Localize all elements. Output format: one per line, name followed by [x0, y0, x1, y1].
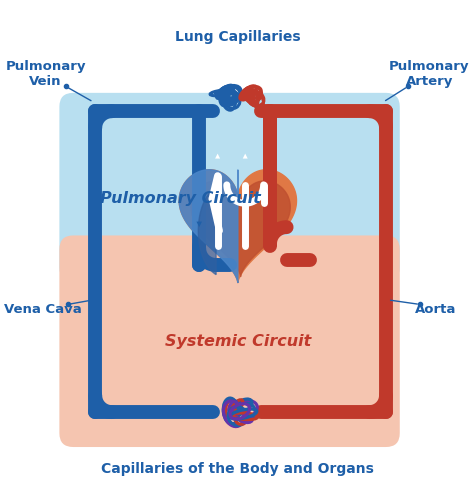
Polygon shape	[191, 181, 290, 277]
Text: Vena Cava: Vena Cava	[4, 302, 82, 316]
Text: Systemic Circuit: Systemic Circuit	[165, 334, 311, 349]
Text: Capillaries of the Body and Organs: Capillaries of the Body and Organs	[101, 462, 374, 476]
Text: Lung Capillaries: Lung Capillaries	[175, 30, 301, 44]
Polygon shape	[198, 187, 216, 275]
Text: Pulmonary Circuit: Pulmonary Circuit	[100, 191, 261, 206]
Text: Pulmonary
Vein: Pulmonary Vein	[5, 60, 86, 89]
Text: Pulmonary
Artery: Pulmonary Artery	[389, 60, 469, 89]
Polygon shape	[179, 170, 238, 283]
Text: Aorta: Aorta	[415, 302, 456, 316]
Polygon shape	[179, 170, 297, 283]
FancyBboxPatch shape	[59, 235, 400, 447]
FancyBboxPatch shape	[59, 93, 400, 281]
